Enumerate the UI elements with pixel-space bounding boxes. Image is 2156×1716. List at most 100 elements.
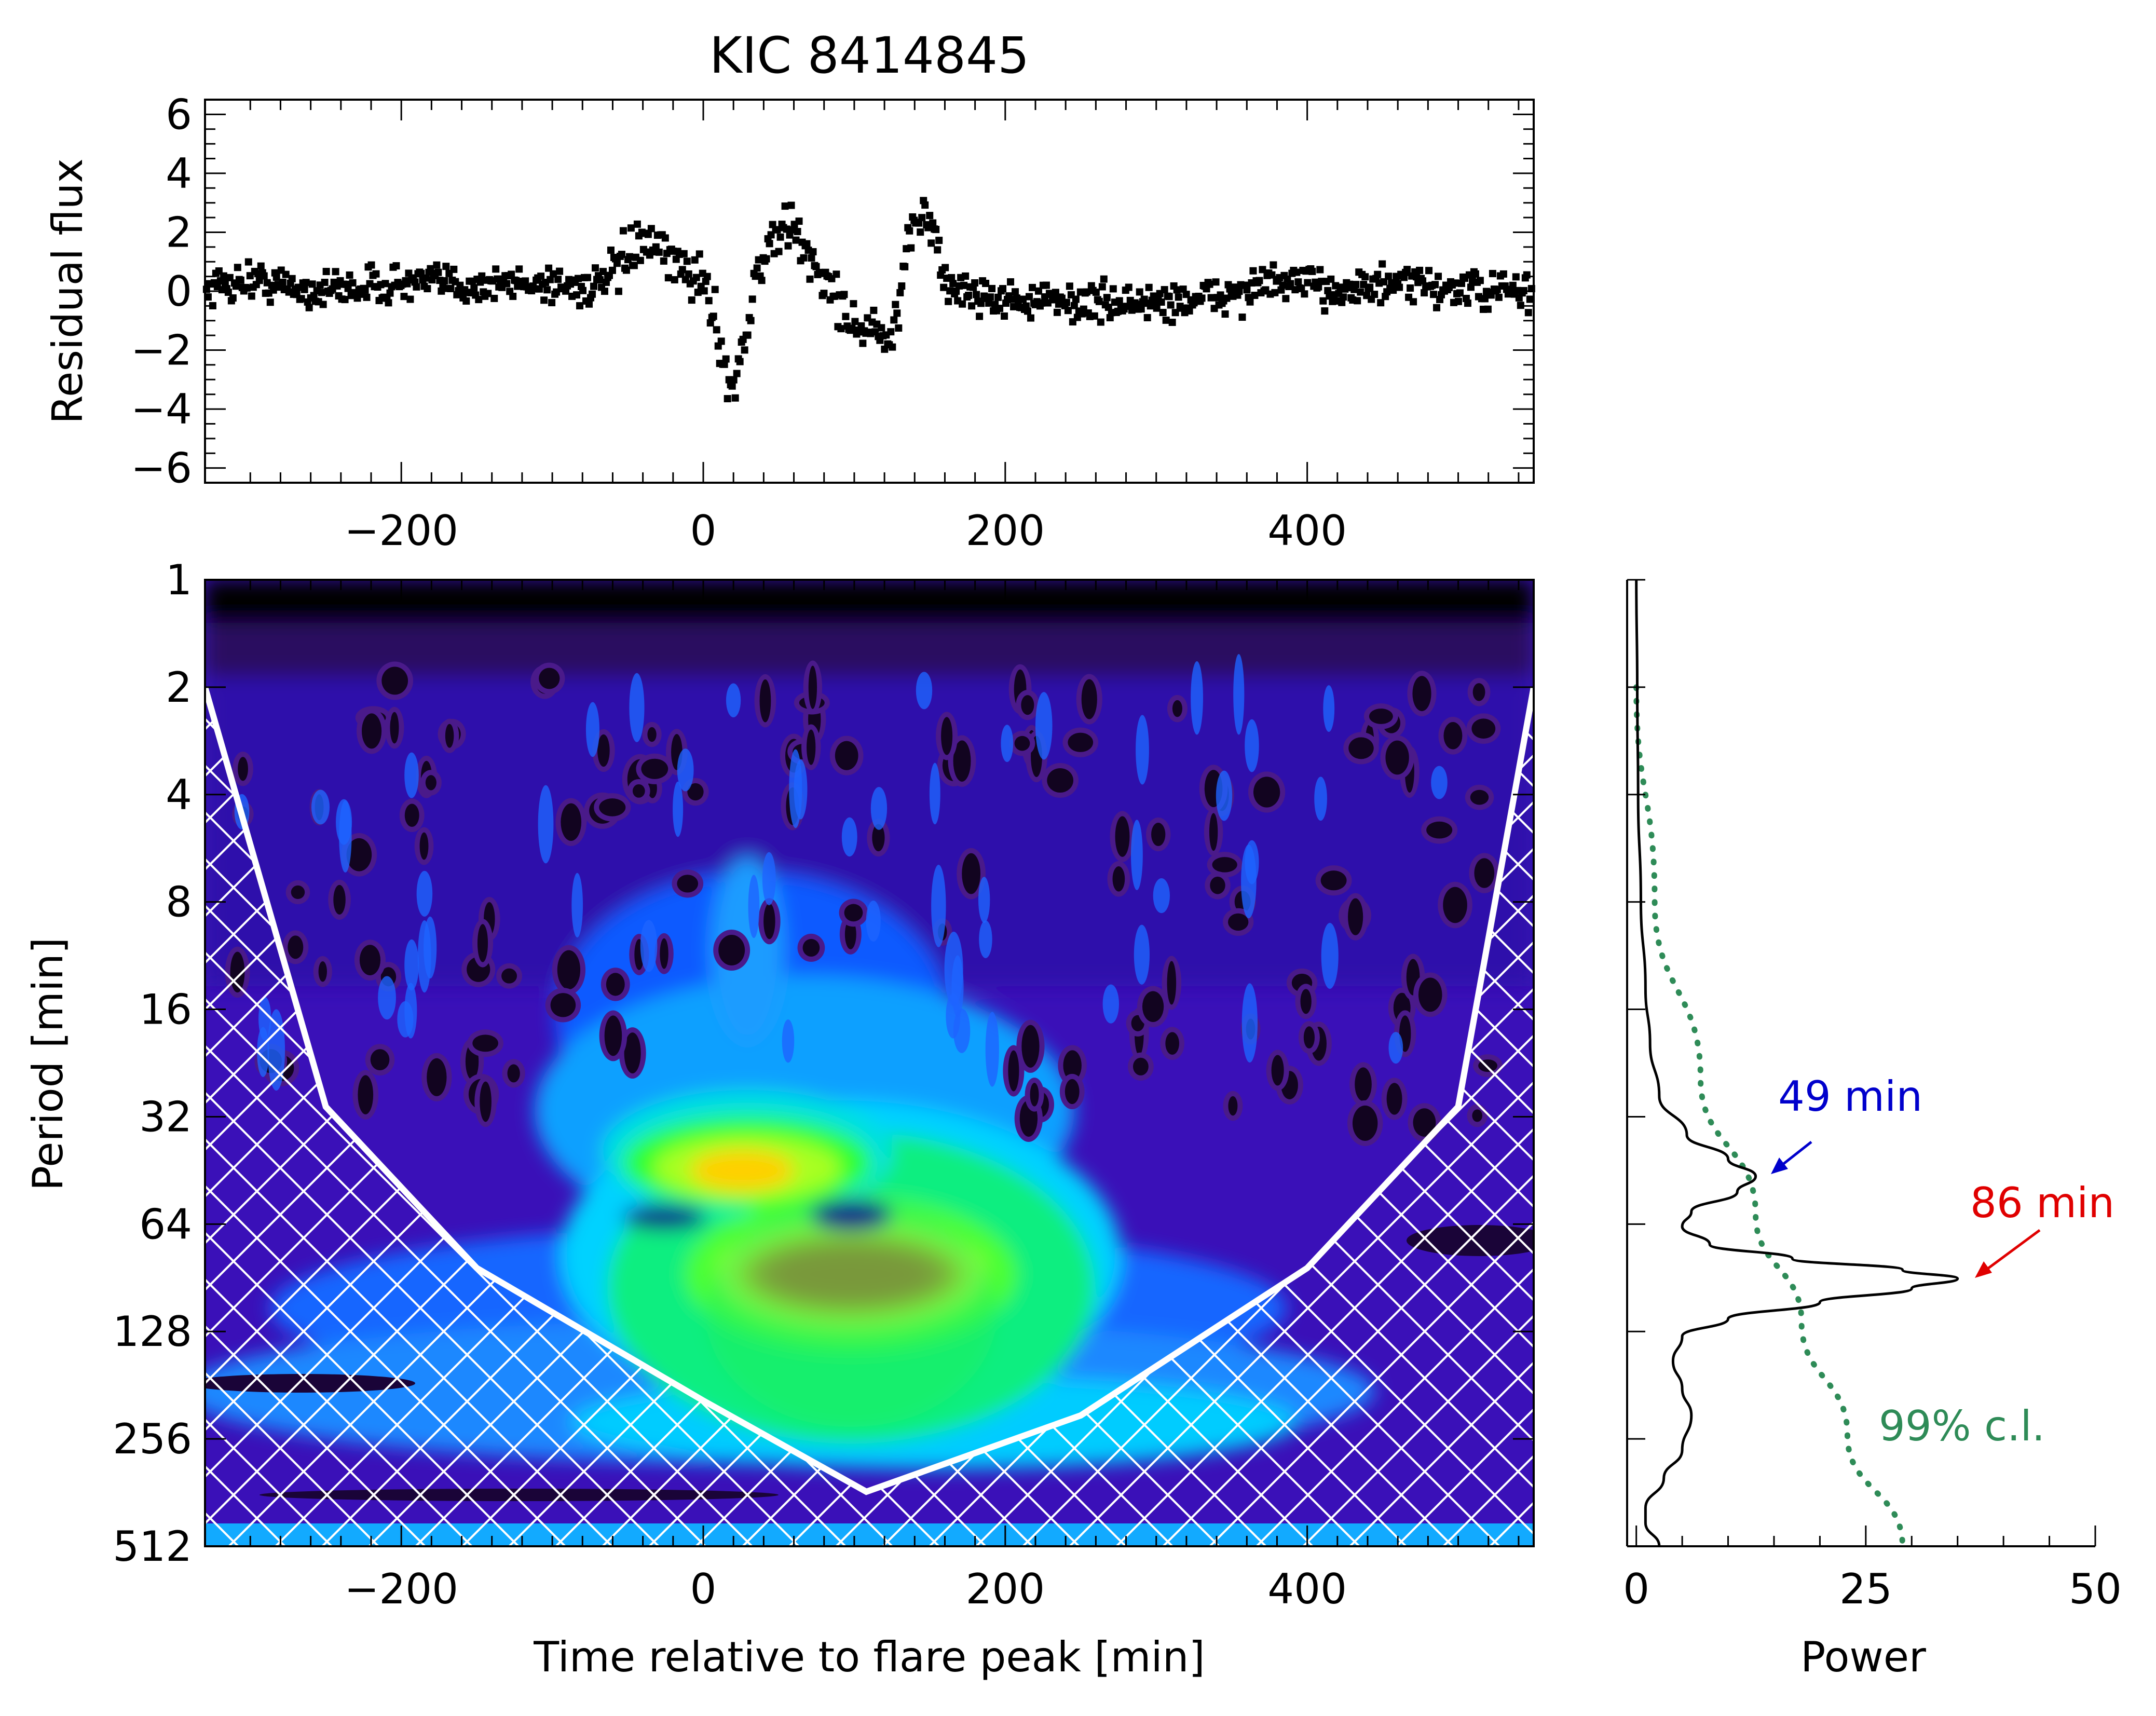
power-blob (370, 1049, 390, 1071)
data-point (1319, 297, 1327, 305)
power-blob (358, 1075, 374, 1114)
power-blob-blue (931, 864, 946, 947)
data-point (1038, 299, 1045, 307)
data-point (850, 300, 857, 308)
data-point (896, 289, 904, 296)
data-point (1090, 312, 1098, 320)
y-tick-label: 16 (139, 986, 192, 1034)
data-point (812, 263, 820, 270)
power-blob (1112, 866, 1125, 892)
power-blob (1271, 1055, 1284, 1086)
power-blob-blue (1136, 715, 1149, 785)
data-point (744, 331, 752, 339)
data-point (753, 264, 761, 272)
data-point (522, 277, 529, 285)
data-point (926, 212, 934, 220)
data-point (948, 274, 956, 281)
power-blob-blue (1241, 983, 1258, 1063)
data-point (1433, 304, 1441, 311)
data-point (585, 300, 593, 308)
power-blob (1300, 989, 1312, 1014)
data-point (783, 225, 790, 233)
data-point (1007, 278, 1015, 286)
data-point (470, 284, 478, 292)
top-y-tick-labels: −6 −4 −2 0 2 4 6 (131, 90, 192, 492)
data-point (887, 328, 895, 336)
data-point (392, 262, 400, 270)
data-point (889, 343, 896, 351)
data-point (386, 289, 394, 297)
data-point (848, 324, 856, 332)
data-point (678, 266, 686, 274)
data-point (1042, 281, 1050, 289)
power-blob-blue (978, 877, 990, 923)
data-point (385, 299, 392, 307)
power-blob (1413, 1108, 1436, 1137)
wavelet-power-map (205, 580, 1534, 1546)
x-tick-label: 400 (1267, 507, 1347, 555)
data-point (1259, 266, 1266, 274)
top-axis-ticks (205, 99, 1534, 484)
y-tick-label: 2 (166, 663, 192, 712)
power-blob (1253, 777, 1280, 808)
data-point (509, 292, 517, 300)
data-point (1159, 309, 1167, 317)
data-point (1185, 307, 1193, 315)
data-point (1379, 260, 1386, 268)
data-point (1377, 299, 1385, 307)
wavelet-axis-ticks (205, 579, 1534, 1547)
power-blob (1472, 683, 1485, 701)
data-point (400, 293, 408, 301)
data-point (1025, 293, 1033, 301)
y-tick-label: 4 (166, 771, 192, 819)
power-blob-blue (336, 799, 352, 845)
data-point (1143, 314, 1151, 321)
data-point (1092, 288, 1100, 296)
power-blob (539, 668, 560, 689)
data-point (442, 263, 450, 270)
residual-flux-points (202, 197, 1535, 403)
power-blob (1412, 676, 1431, 712)
power-blob (550, 993, 576, 1017)
data-point (1001, 312, 1008, 320)
data-point (671, 276, 678, 283)
y-tick-label: 0 (166, 267, 192, 316)
data-point (260, 272, 268, 280)
power-blob (1068, 732, 1094, 752)
data-point (655, 248, 663, 256)
power-blob-blue (870, 787, 888, 830)
data-point (1385, 273, 1393, 280)
data-point (1137, 305, 1145, 313)
data-point (1256, 277, 1263, 284)
data-point (613, 260, 621, 267)
power-blob (1047, 768, 1074, 793)
data-point (1145, 283, 1153, 291)
data-point (748, 295, 756, 303)
power-blob-blue (673, 781, 684, 837)
y-tick-label: 4 (166, 149, 192, 198)
power-blob-blue (953, 1008, 971, 1053)
data-point (305, 304, 313, 311)
data-point (301, 285, 308, 293)
data-point (1062, 298, 1070, 306)
power-blob-blue (1314, 777, 1327, 821)
global-power-panel: 0 25 50 Power 49 min 86 min 99% c.l. (1623, 579, 2122, 1681)
residual-flux-panel: KIC 8414845 Residual flux −200 0 200 400 −6… (44, 26, 1535, 555)
data-point (1103, 294, 1111, 302)
data-point (1524, 309, 1532, 317)
power-blob (844, 919, 856, 949)
data-point (543, 286, 551, 294)
y-tick-label: −4 (131, 385, 192, 433)
data-point (1115, 297, 1123, 305)
data-point (243, 284, 251, 292)
data-point (1282, 295, 1290, 303)
data-point (766, 240, 773, 248)
power-blob (802, 938, 820, 957)
power-blob-blue (748, 875, 760, 938)
data-point (589, 290, 596, 298)
data-point (492, 265, 500, 273)
arrowhead-49-min (1771, 1157, 1788, 1174)
data-point (711, 285, 719, 293)
power-blob (404, 803, 419, 827)
data-point (1476, 277, 1484, 284)
